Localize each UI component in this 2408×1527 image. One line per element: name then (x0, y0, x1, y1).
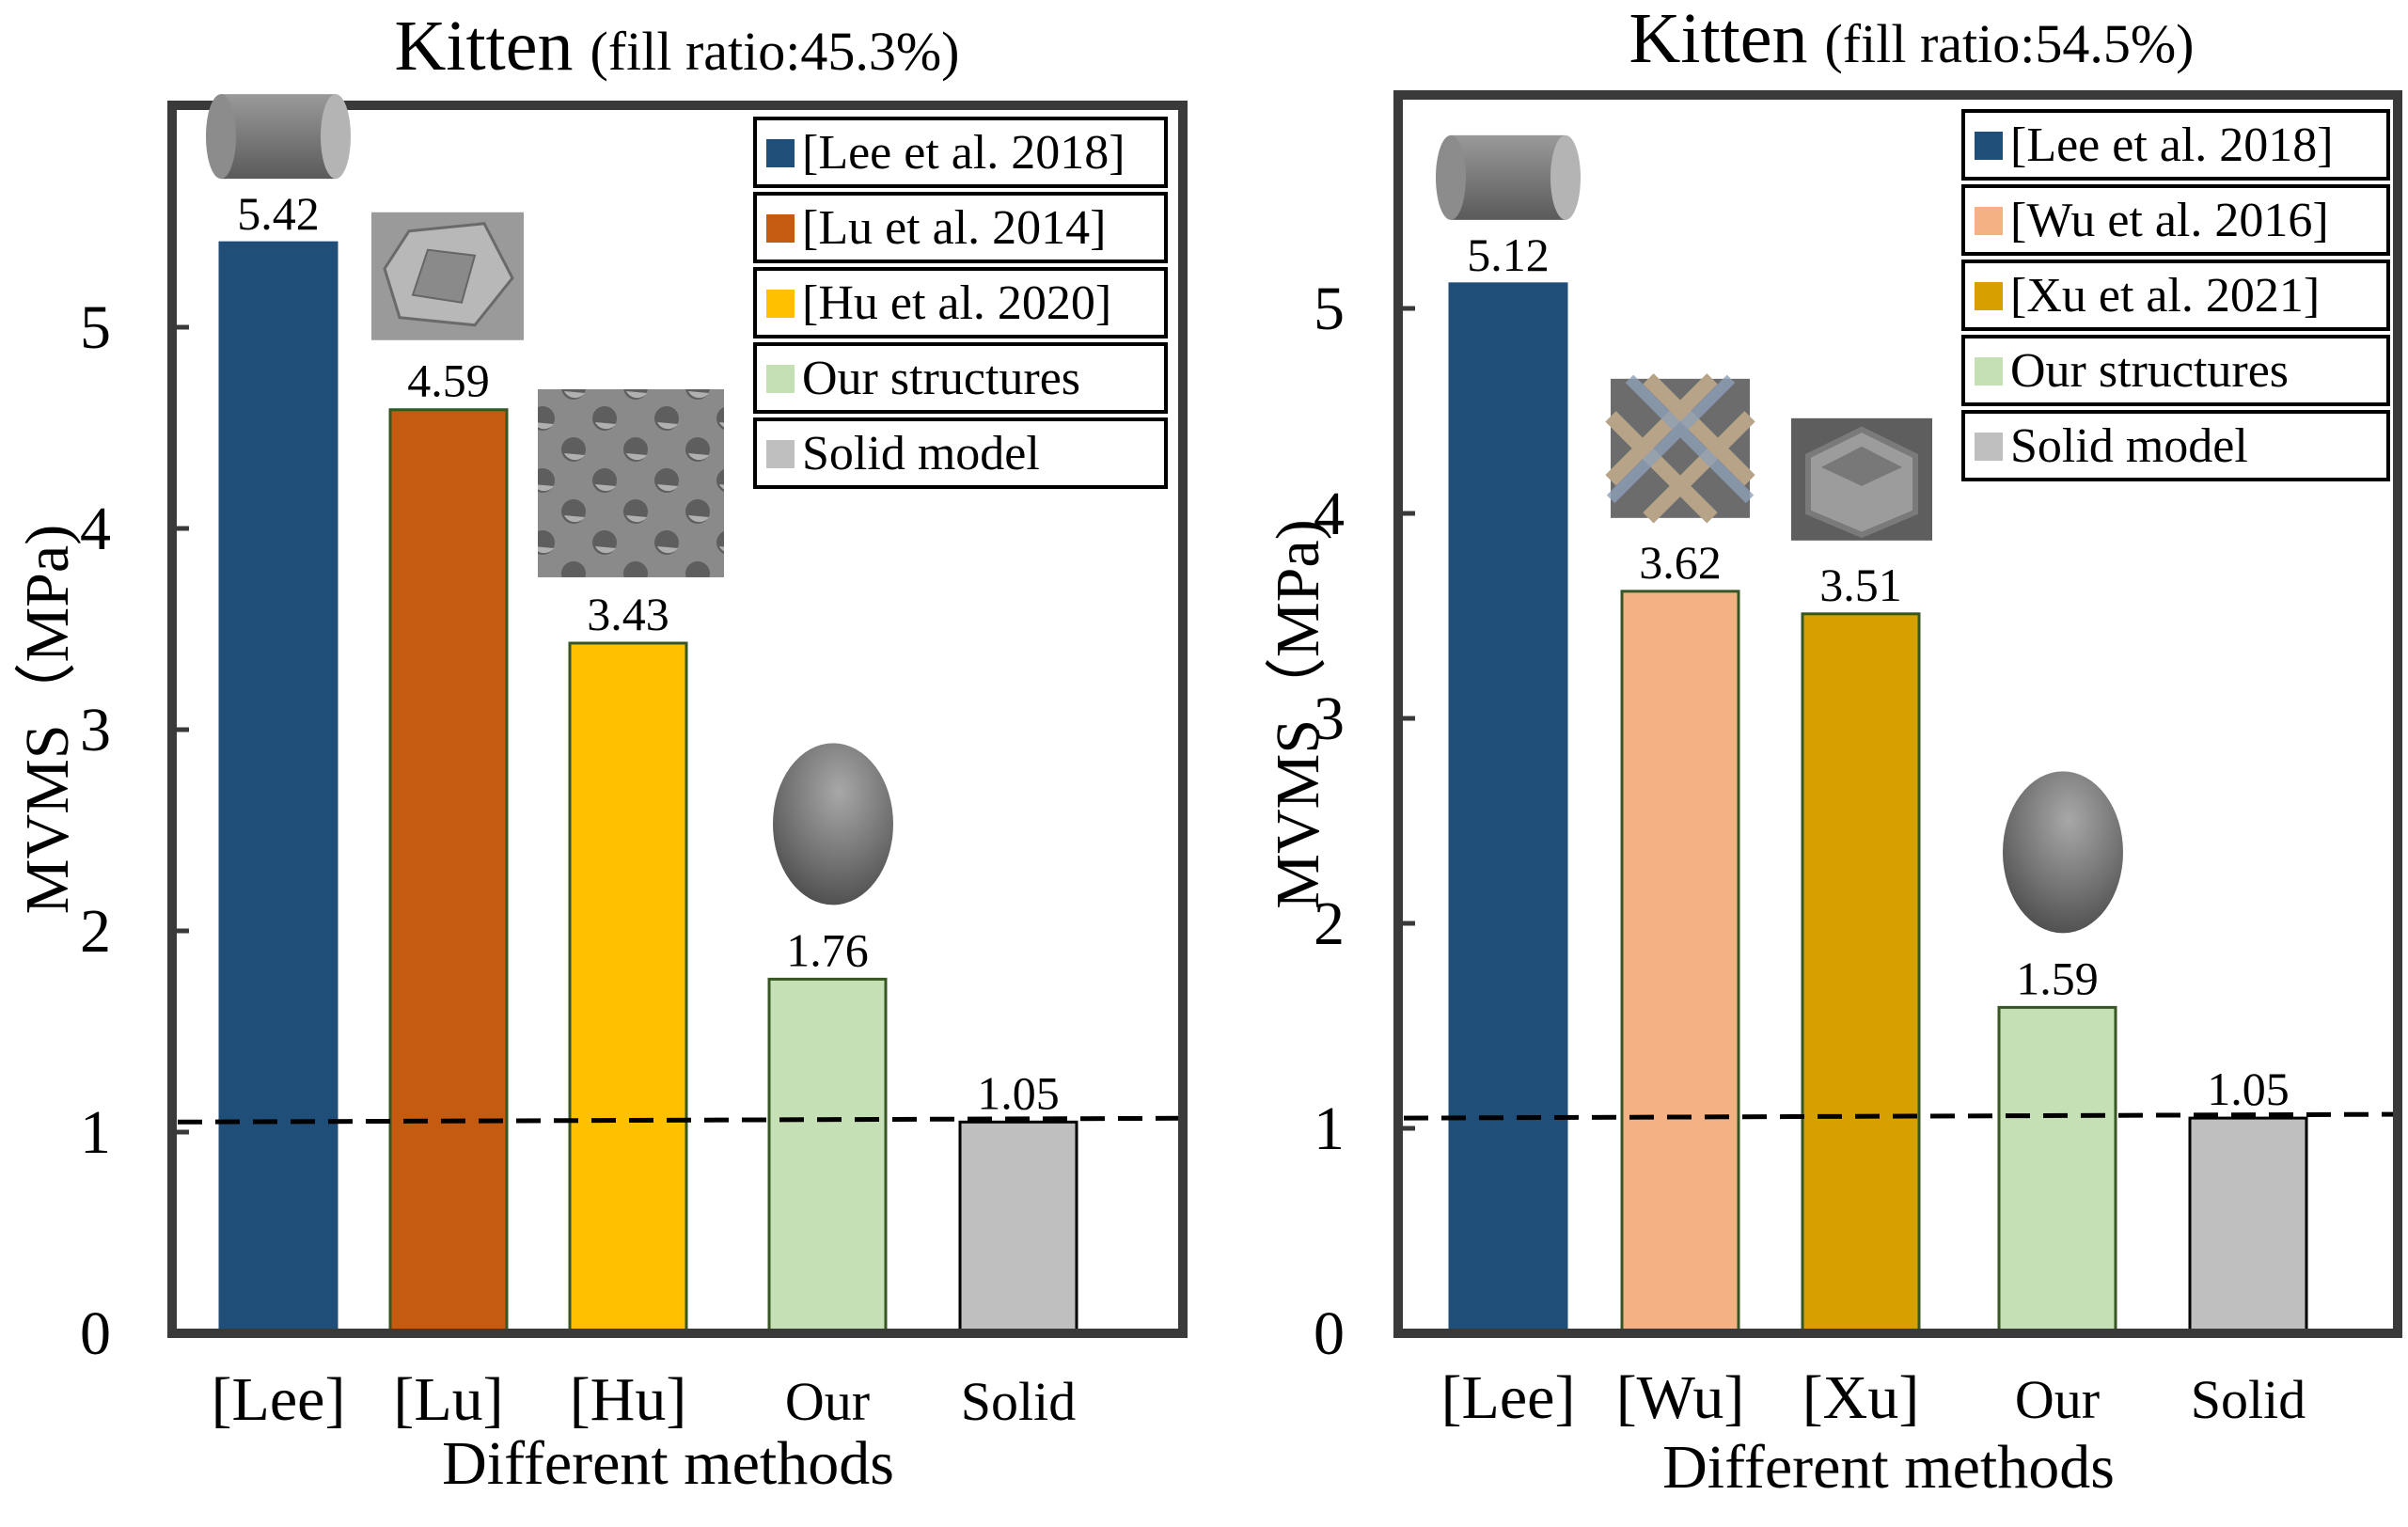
legend-label-2: [Lu et al. 2014] (802, 201, 1106, 255)
y-tick-label-1: 1 (80, 1098, 111, 1167)
legend-swatch-3 (1975, 282, 2003, 310)
cylinder-icon (1436, 134, 1581, 220)
legend-label-1: [Lee et al. 2018] (2010, 118, 2334, 172)
bar-value-label-2: 3.62 (1639, 536, 1722, 589)
bar-3 (1801, 612, 1921, 1335)
chart-title-main: Kitten (1629, 0, 1808, 78)
x-axis-label: Different methods (1662, 1433, 2115, 1502)
reference-line (1403, 1111, 2395, 1121)
y-tick-label-0: 0 (1314, 1299, 1345, 1368)
chart-panel-1: 5.42 4.59 3.43 1.76 1.05 0 1 2 3 4 5 [Lee] [Lu] [Hu] O… (13, 7, 1188, 1498)
x-tick-label-3: [Hu] (570, 1365, 687, 1434)
bar-1 (1448, 282, 1568, 1335)
y-tick-label-5: 5 (1314, 275, 1345, 343)
y-axis-label: MVMS（MPa) (13, 525, 82, 914)
bar-value-label-1: 5.42 (237, 187, 320, 240)
bar-4 (1997, 1005, 2117, 1335)
sphere-icon (2003, 771, 2123, 934)
x-tick-label-1: [Lee] (212, 1365, 346, 1434)
legend-box-3 (1961, 260, 2390, 331)
legend-swatch-3 (766, 290, 795, 318)
legend-swatch-4 (1975, 357, 2003, 386)
y-axis-label: MVMS（MPa) (1264, 519, 1332, 908)
cross-lattice-icon (1605, 373, 1755, 524)
x-tick-label-5: Solid (2191, 1369, 2306, 1430)
hexagon-cell-icon (1791, 417, 1932, 541)
y-tick-label-5: 5 (80, 293, 111, 362)
bar-3 (568, 641, 688, 1335)
legend-swatch-5 (766, 440, 795, 468)
bar-value-label-5: 1.05 (2207, 1063, 2290, 1115)
bar-value-label-3: 3.51 (1819, 559, 1902, 611)
y-tick-label-1: 1 (1314, 1094, 1345, 1163)
bar-value-label-4: 1.76 (786, 923, 869, 976)
chart-title-subtitle: (fill ratio:54.5%) (1824, 13, 2194, 74)
legend-box-4 (753, 342, 1168, 414)
plot-frame (1393, 90, 2402, 1338)
legend-swatch-2 (766, 214, 795, 243)
x-tick-label-3: [Xu] (1802, 1363, 1920, 1432)
bar-value-label-5: 1.05 (977, 1066, 1060, 1119)
chart-panel-2: 5.12 3.62 3.51 1.59 1.05 0 1 2 3 4 5 [Lee] [Wu] [Xu] O… (1264, 0, 2402, 1502)
y-tick-label-0: 0 (80, 1299, 111, 1368)
legend-label-4: Our structures (2010, 344, 2289, 398)
plot-frame (167, 101, 1188, 1338)
legend-swatch-5 (1975, 433, 2003, 461)
legend-swatch-4 (766, 365, 795, 393)
legend-label-2: [Wu et al. 2016] (2010, 194, 2329, 247)
cylinder-icon (206, 94, 351, 180)
legend-box-2 (1961, 184, 2390, 256)
legend-label-3: [Hu et al. 2020] (802, 276, 1111, 330)
bar-value-label-4: 1.59 (2016, 952, 2099, 1004)
bar-5 (958, 1120, 1078, 1335)
sphere-icon (773, 743, 893, 905)
chart-title: Kitten (fill ratio:45.3%) (395, 7, 960, 86)
legend-swatch-1 (1975, 132, 2003, 160)
y-tick-label-4: 4 (80, 495, 111, 563)
legend-label-5: Solid model (2010, 419, 2248, 473)
bar-value-label-1: 5.12 (1467, 228, 1550, 281)
legend-label-1: [Lee et al. 2018] (802, 126, 1125, 180)
legend-box-2 (753, 192, 1168, 263)
legend-label-3: [Xu et al. 2021] (2010, 269, 2320, 323)
y-tick-label-2: 2 (1314, 889, 1345, 958)
x-tick-label-5: Solid (961, 1371, 1077, 1432)
x-tick-label-2: [Wu] (1616, 1363, 1745, 1432)
y-tick-label-4: 4 (1314, 480, 1345, 548)
y-tick-label-3: 3 (1314, 685, 1345, 753)
bar-1 (218, 241, 338, 1335)
legend-box-5 (1961, 410, 2390, 481)
bar-value-label-2: 4.59 (407, 354, 490, 407)
legend-box-4 (1961, 335, 2390, 406)
chart-title-subtitle: (fill ratio:45.3%) (590, 21, 959, 82)
polyhedron-cell-icon (371, 212, 524, 340)
bar-2 (388, 408, 509, 1335)
chart-title-main: Kitten (395, 7, 574, 86)
legend-box-1 (753, 117, 1168, 188)
x-tick-label-1: [Lee] (1441, 1363, 1576, 1432)
legend-label-4: Our structures (802, 352, 1080, 405)
chart-title: Kitten (fill ratio:54.5%) (1629, 0, 2195, 78)
legend-box-5 (753, 417, 1168, 489)
legend-box-1 (1961, 109, 2390, 181)
bar-value-label-3: 3.43 (587, 588, 669, 640)
x-tick-label-4: Our (785, 1371, 870, 1432)
bar-2 (1620, 590, 1740, 1335)
x-tick-label-4: Our (2015, 1369, 2100, 1430)
reference-line (177, 1115, 1180, 1125)
bar-5 (2188, 1116, 2308, 1335)
x-axis-label: Different methods (442, 1429, 894, 1498)
perforated-lattice-icon (538, 388, 724, 577)
x-tick-label-2: [Lu] (393, 1365, 503, 1434)
legend-label-5: Solid model (802, 427, 1040, 480)
y-tick-label-3: 3 (80, 696, 111, 764)
legend-box-3 (753, 267, 1168, 338)
y-tick-label-2: 2 (80, 897, 111, 966)
legend-swatch-2 (1975, 207, 2003, 235)
bar-4 (767, 977, 888, 1335)
legend-swatch-1 (766, 139, 795, 167)
